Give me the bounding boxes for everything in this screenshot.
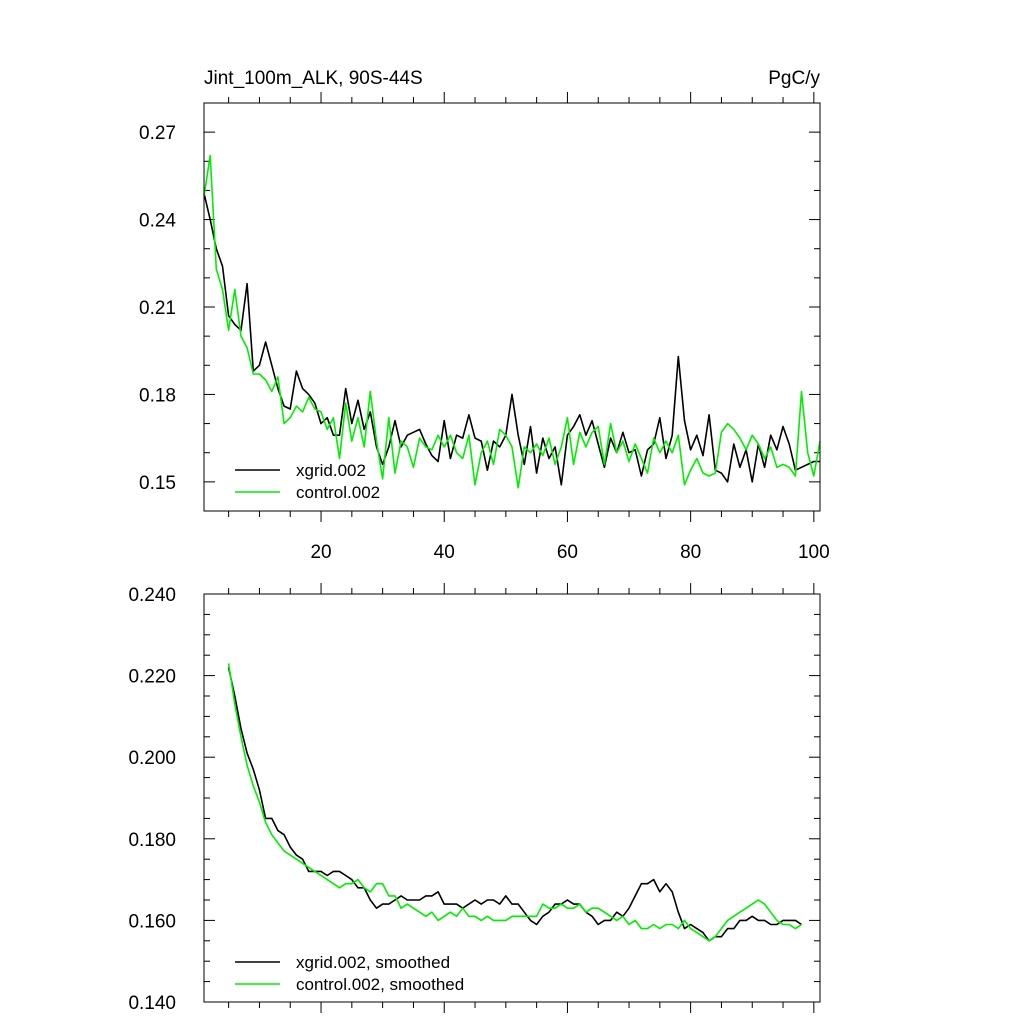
plot-title-left: Jint_100m_ALK, 90S-44S	[204, 68, 423, 89]
y-tick-label: 0.140	[128, 993, 176, 1014]
y-tick-label: 0.21	[139, 298, 176, 319]
y-tick-label: 0.15	[139, 473, 176, 494]
bottom-legend: xgrid.002, smoothed control.002, smoothed	[235, 953, 464, 994]
y-tick-label: 0.27	[139, 123, 176, 144]
top-legend: xgrid.002 control.002	[235, 461, 380, 502]
y-tick-label: 0.160	[128, 911, 176, 932]
x-tick-label: 100	[798, 542, 830, 563]
y-tick-label: 0.200	[128, 748, 176, 769]
top-panel: 0.15 0.18 0.21 0.24 0.27 20 40 60 80 100 xgrid.00…	[139, 92, 830, 563]
top-plot-frame	[203, 102, 821, 512]
series-line-xgrid	[227, 667, 802, 942]
x-tick-label: 80	[680, 542, 701, 563]
series-line-control	[227, 663, 802, 942]
y-tick-label: 0.24	[139, 211, 176, 232]
plot-title-right: PgC/y	[768, 68, 820, 89]
x-tick-label: 20	[310, 542, 331, 563]
y-tick-label: 0.180	[128, 830, 176, 851]
legend-label-control: control.002	[296, 483, 380, 502]
bottom-panel: 0.140 0.160 0.180 0.200 0.220 0.240 xgrid.002…	[128, 583, 821, 1014]
y-tick-label: 0.220	[128, 667, 176, 688]
series-line-xgrid	[203, 193, 820, 486]
y-tick-label: 0.18	[139, 385, 176, 406]
legend-label-xgrid: xgrid.002	[296, 461, 366, 480]
y-tick-label: 0.240	[128, 585, 176, 606]
x-tick-label: 40	[434, 542, 455, 563]
bottom-plot-frame	[203, 593, 821, 1003]
series-line-control	[203, 154, 821, 489]
legend-label-control: control.002, smoothed	[296, 975, 464, 994]
legend-label-xgrid: xgrid.002, smoothed	[296, 953, 450, 972]
x-tick-label: 60	[557, 542, 578, 563]
